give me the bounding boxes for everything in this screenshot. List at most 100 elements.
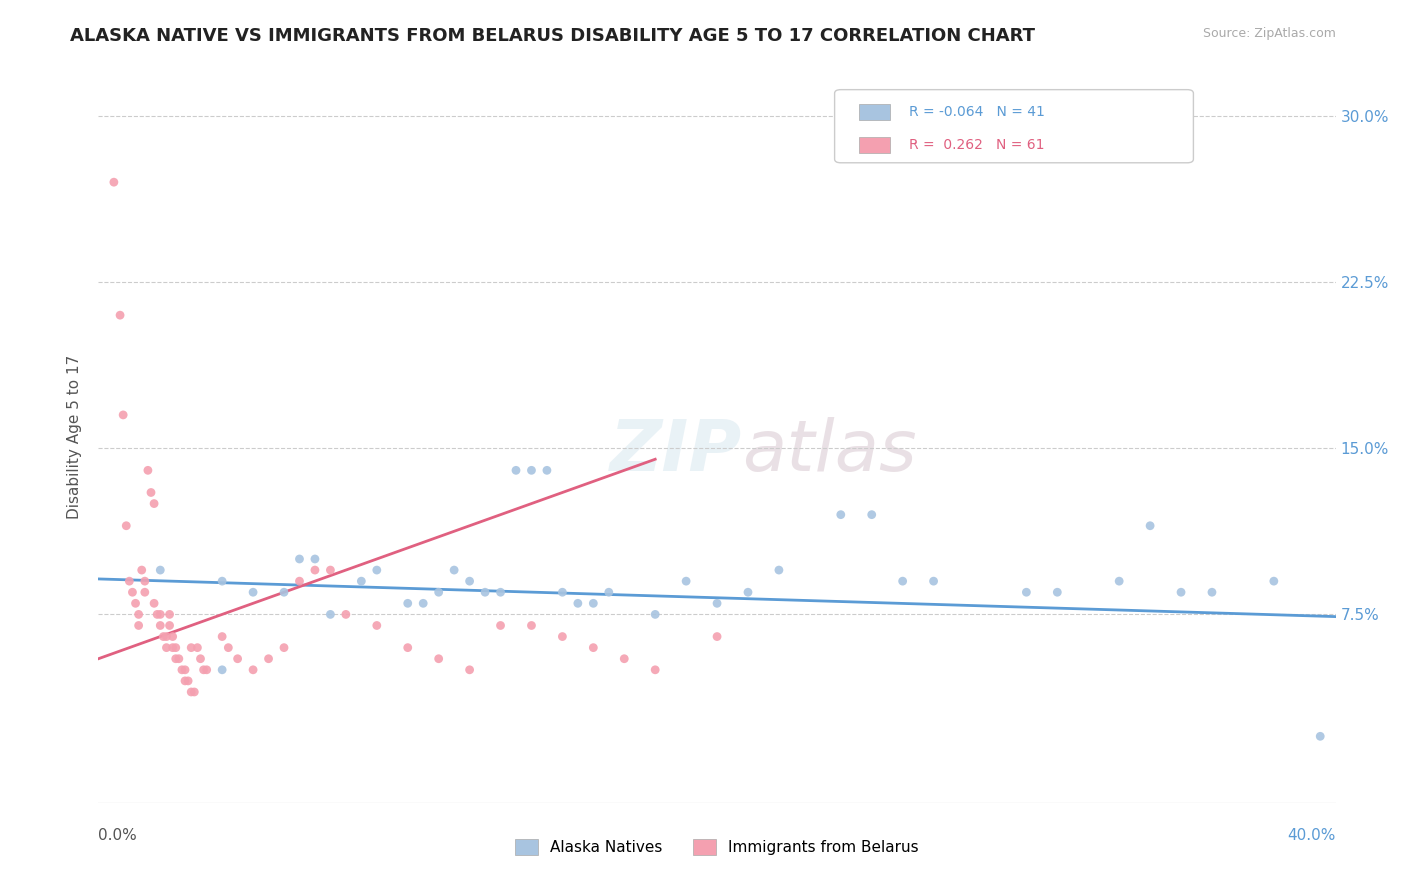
Point (112, 408, 135, 422)
Point (193, 663, 215, 677)
Point (644, 663, 666, 677)
Point (458, 574, 481, 589)
Point (443, 563, 465, 577)
Point (149, 563, 172, 577)
Point (139, 485, 162, 500)
Point (288, 552, 311, 566)
Point (155, 640, 177, 655)
Point (146, 607, 169, 622)
Point (304, 552, 326, 566)
Point (737, 585, 759, 599)
Point (211, 574, 233, 589)
Point (136, 463, 159, 477)
Text: R = -0.064   N = 41: R = -0.064 N = 41 (908, 104, 1045, 119)
Point (551, 630, 574, 644)
FancyBboxPatch shape (859, 137, 890, 153)
Point (489, 585, 512, 599)
Point (273, 585, 295, 599)
Point (180, 685, 202, 699)
Point (922, 574, 945, 589)
Point (1108, 574, 1130, 589)
Point (536, 463, 558, 477)
Point (149, 618, 172, 632)
Point (350, 574, 373, 589)
Point (288, 574, 311, 589)
Point (1170, 585, 1192, 599)
Point (396, 596, 419, 610)
Text: 0.0%: 0.0% (98, 829, 138, 844)
Point (242, 663, 264, 677)
Point (458, 663, 481, 677)
Text: ZIP: ZIP (610, 417, 742, 486)
Point (143, 596, 166, 610)
Point (162, 640, 184, 655)
Point (1201, 585, 1223, 599)
Point (118, 574, 141, 589)
Point (103, 175, 125, 189)
Point (396, 640, 419, 655)
Point (412, 596, 434, 610)
Point (1015, 585, 1038, 599)
Point (226, 651, 249, 665)
Y-axis label: Disability Age 5 to 17: Disability Age 5 to 17 (67, 355, 83, 519)
Point (211, 663, 233, 677)
Point (115, 518, 138, 533)
Point (891, 574, 914, 589)
Legend: Alaska Natives, Immigrants from Belarus: Alaska Natives, Immigrants from Belarus (509, 833, 925, 861)
Point (162, 630, 184, 644)
Point (860, 508, 883, 522)
Point (131, 563, 153, 577)
Point (273, 640, 295, 655)
Point (108, 308, 131, 322)
Point (170, 663, 193, 677)
Point (582, 596, 605, 610)
Point (159, 607, 181, 622)
Point (242, 585, 264, 599)
Point (768, 563, 790, 577)
Point (152, 630, 174, 644)
Point (186, 640, 208, 655)
Point (319, 563, 342, 577)
Text: 40.0%: 40.0% (1288, 829, 1336, 844)
Point (180, 640, 202, 655)
Point (134, 574, 156, 589)
Point (520, 463, 543, 477)
Point (124, 596, 146, 610)
Point (706, 630, 728, 644)
Point (165, 640, 187, 655)
Point (1139, 518, 1161, 533)
Point (520, 618, 543, 632)
Text: ALASKA NATIVE VS IMMIGRANTS FROM BELARUS DISABILITY AGE 5 TO 17 CORRELATION CHAR: ALASKA NATIVE VS IMMIGRANTS FROM BELARUS… (70, 27, 1035, 45)
Text: Source: ZipAtlas.com: Source: ZipAtlas.com (1202, 27, 1336, 40)
Point (613, 651, 636, 665)
FancyBboxPatch shape (835, 90, 1194, 162)
Point (830, 508, 852, 522)
Point (489, 618, 512, 632)
Point (177, 673, 200, 688)
Point (195, 663, 218, 677)
Point (167, 651, 190, 665)
Point (675, 574, 697, 589)
Point (1263, 574, 1285, 589)
Point (582, 640, 605, 655)
Point (128, 607, 150, 622)
Point (598, 585, 620, 599)
Point (217, 640, 239, 655)
Point (174, 673, 197, 688)
Point (155, 630, 177, 644)
Point (149, 607, 172, 622)
Point (366, 563, 388, 577)
Point (143, 497, 166, 511)
Point (335, 607, 357, 622)
Point (121, 585, 143, 599)
Point (567, 596, 589, 610)
Point (1046, 585, 1069, 599)
Point (190, 651, 212, 665)
Point (165, 651, 187, 665)
Point (366, 618, 388, 632)
Text: R =  0.262   N = 61: R = 0.262 N = 61 (908, 137, 1045, 152)
Point (183, 685, 205, 699)
Point (257, 651, 280, 665)
Point (1309, 729, 1331, 743)
Point (505, 463, 527, 477)
